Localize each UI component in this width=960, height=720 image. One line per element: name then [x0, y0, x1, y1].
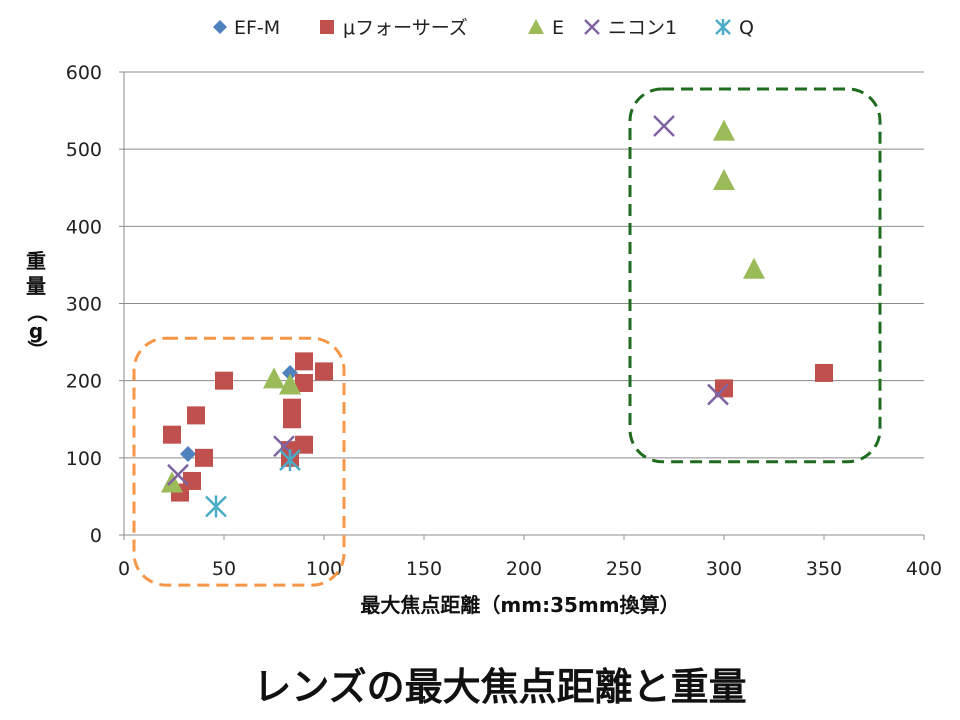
marker-stroke: [653, 115, 675, 137]
data-point: [263, 367, 285, 389]
data-point: [187, 406, 205, 425]
highlight-region: [132, 336, 346, 587]
legend-label: E: [552, 17, 564, 39]
x-tick-label: 300: [706, 558, 742, 580]
x-tick-label: 200: [506, 558, 542, 580]
data-point: [279, 449, 301, 472]
data-point: [713, 169, 735, 191]
data-point: [163, 425, 181, 444]
marker-stroke: [707, 383, 729, 406]
y-tick-label: 0: [90, 525, 102, 547]
series-diamond: [180, 364, 298, 462]
legend: EF-M μフォーサーズ E ニコン1 Q: [213, 17, 754, 39]
data-point: [180, 445, 196, 462]
data-point: [707, 383, 729, 406]
y-tick-label: 200: [66, 371, 102, 393]
legend-marker: [213, 20, 227, 34]
legend-label: ニコン1: [608, 17, 677, 39]
marker-stroke: [273, 435, 295, 458]
legend-marker: [528, 19, 544, 34]
legend-label: EF-M: [234, 17, 280, 39]
data-point: [215, 371, 233, 390]
marker-stroke: [167, 463, 189, 486]
legend-marker: [584, 19, 600, 35]
y-axis-label-char: g: [29, 319, 43, 343]
data-point: [282, 364, 298, 381]
series-x: [167, 115, 729, 486]
highlight-regions: [132, 87, 882, 587]
x-tick-labels: 0 50 100 150 200 250 300 350 400: [118, 558, 942, 580]
y-tick-labels: 0 100 200 300 400 500 600: [66, 62, 102, 547]
legend-label: Q: [739, 17, 754, 39]
y-tick-label: 500: [66, 139, 102, 161]
legend-item: ニコン1: [584, 17, 677, 39]
series-square: [163, 352, 833, 502]
data-point: [295, 373, 313, 392]
data-point: [167, 463, 189, 486]
legend-marker: [320, 20, 334, 34]
y-axis-label-char: ）: [25, 340, 49, 360]
data-point: [743, 257, 765, 279]
data-point: [815, 363, 833, 382]
legend-item: μフォーサーズ: [320, 17, 468, 39]
x-tick-label: 350: [806, 558, 842, 580]
chart-title: レンズの最大焦点距離と重量: [253, 665, 746, 709]
data-point: [713, 119, 735, 141]
data-point: [195, 448, 213, 467]
marker-stroke: [584, 19, 600, 35]
data-point: [295, 435, 313, 454]
x-axis-label: 最大焦点距離（mm:35mm換算）: [360, 593, 679, 617]
legend-item: E: [528, 17, 564, 39]
y-axis-label-char: （: [25, 302, 49, 322]
y-tick-label: 100: [66, 448, 102, 470]
y-axis-label-char: 重: [26, 249, 46, 273]
x-tick-label: 0: [118, 558, 130, 580]
data-point: [295, 352, 313, 371]
series-star: [205, 449, 301, 518]
data-point: [653, 115, 675, 137]
x-tick-label: 100: [306, 558, 342, 580]
data-point: [283, 398, 301, 417]
data-point: [205, 495, 227, 518]
gridlines: [124, 71, 924, 459]
data-point: [315, 362, 333, 381]
y-axis-label: 重 量 （ g ）: [25, 249, 49, 360]
x-tick-label: 150: [406, 558, 442, 580]
highlight-region: [628, 87, 882, 464]
y-tick-label: 300: [66, 294, 102, 316]
legend-marker: [715, 19, 731, 35]
x-tick-label: 400: [906, 558, 942, 580]
legend-item: EF-M: [213, 17, 280, 39]
y-axis-label-char: 量: [26, 274, 46, 298]
y-tick-label: 600: [66, 62, 102, 84]
x-tick-label: 50: [212, 558, 236, 580]
x-tick-label: 250: [606, 558, 642, 580]
data-points: [161, 115, 833, 518]
legend-label: μフォーサーズ: [343, 17, 468, 39]
legend-item: Q: [715, 17, 754, 39]
axes: [119, 71, 925, 540]
y-tick-label: 400: [66, 216, 102, 238]
data-point: [279, 373, 301, 395]
data-point: [183, 471, 201, 490]
series-triangle: [161, 119, 765, 493]
